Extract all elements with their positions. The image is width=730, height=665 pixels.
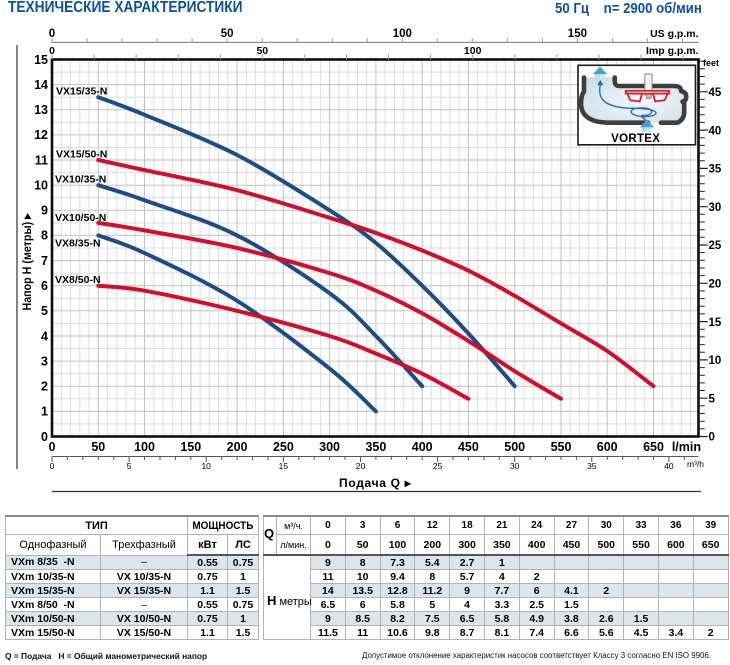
svg-text:VX8/50-N: VX8/50-N: [55, 274, 101, 286]
svg-text:15: 15: [34, 53, 48, 67]
svg-text:VX8/35-N: VX8/35-N: [55, 238, 101, 250]
svg-text:Imp g.p.m.: Imp g.p.m.: [646, 45, 699, 57]
svg-text:40: 40: [709, 125, 722, 137]
svg-text:600: 600: [597, 440, 618, 454]
svg-text:7: 7: [41, 254, 48, 268]
svg-text:150: 150: [568, 28, 587, 40]
svg-text:VX15/35-N: VX15/35-N: [56, 85, 107, 97]
svg-text:1: 1: [41, 405, 48, 419]
svg-text:0: 0: [49, 28, 55, 40]
svg-text:35: 35: [709, 164, 722, 176]
svg-text:400: 400: [412, 440, 433, 454]
svg-text:US g.p.m.: US g.p.m.: [650, 28, 699, 40]
svg-text:8: 8: [41, 229, 48, 243]
svg-text:500: 500: [504, 440, 525, 454]
svg-text:m³/h: m³/h: [687, 459, 704, 469]
svg-text:40: 40: [664, 461, 674, 471]
svg-text:VX10/50-N: VX10/50-N: [55, 212, 106, 224]
svg-text:0: 0: [49, 440, 56, 454]
svg-text:0: 0: [41, 430, 48, 444]
svg-text:50: 50: [256, 45, 268, 57]
svg-text:5: 5: [709, 393, 716, 405]
svg-text:9: 9: [41, 204, 48, 218]
svg-text:11: 11: [35, 153, 48, 167]
svg-text:Подача Q ▸: Подача Q ▸: [339, 476, 412, 490]
svg-text:14: 14: [34, 78, 48, 92]
svg-text:0: 0: [50, 461, 55, 471]
svg-text:15: 15: [279, 461, 289, 471]
svg-text:3: 3: [41, 354, 48, 368]
svg-text:650: 650: [643, 440, 664, 454]
svg-text:VX15/50-N: VX15/50-N: [56, 149, 107, 161]
svg-text:0: 0: [49, 45, 55, 57]
svg-text:10: 10: [34, 179, 48, 193]
svg-text:5: 5: [41, 304, 48, 318]
svg-text:15: 15: [709, 317, 722, 329]
svg-text:10: 10: [709, 355, 722, 367]
svg-text:5: 5: [127, 461, 132, 471]
svg-text:Напор Н (метры) ▸: Напор Н (метры) ▸: [20, 213, 34, 311]
svg-text:200: 200: [227, 440, 248, 454]
svg-text:25: 25: [709, 240, 722, 252]
svg-text:50: 50: [91, 440, 105, 454]
svg-text:20: 20: [709, 279, 722, 291]
svg-text:45: 45: [709, 87, 722, 99]
svg-text:250: 250: [273, 440, 294, 454]
svg-text:550: 550: [551, 440, 572, 454]
svg-text:100: 100: [393, 28, 412, 40]
svg-text:6: 6: [41, 279, 48, 293]
svg-text:4: 4: [41, 329, 48, 343]
svg-text:10: 10: [201, 461, 211, 471]
svg-text:100: 100: [464, 45, 482, 57]
svg-text:30: 30: [709, 202, 722, 214]
svg-text:feet: feet: [703, 58, 719, 68]
svg-text:50: 50: [221, 28, 234, 40]
svg-text:13: 13: [34, 103, 48, 117]
svg-text:30: 30: [510, 461, 520, 471]
svg-text:300: 300: [319, 440, 340, 454]
svg-text:150: 150: [180, 440, 201, 454]
svg-text:25: 25: [433, 461, 443, 471]
svg-text:20: 20: [356, 461, 366, 471]
svg-text:100: 100: [134, 440, 155, 454]
svg-text:0: 0: [709, 432, 715, 444]
svg-text:450: 450: [458, 440, 479, 454]
svg-text:35: 35: [587, 461, 597, 471]
svg-text:l/min: l/min: [672, 440, 701, 454]
svg-text:12: 12: [34, 128, 48, 142]
svg-text:350: 350: [365, 440, 386, 454]
svg-text:VORTEX: VORTEX: [611, 133, 660, 145]
svg-text:2: 2: [41, 380, 48, 394]
svg-text:VX10/35-N: VX10/35-N: [55, 174, 106, 186]
